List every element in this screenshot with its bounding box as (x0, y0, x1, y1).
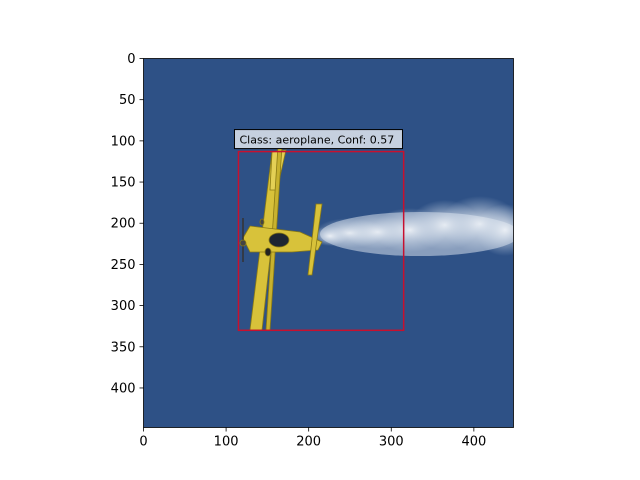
y-tick-label: 100 (111, 134, 136, 149)
x-axis: 0 100 200 300 400 (139, 427, 486, 450)
y-tick-label: 250 (111, 258, 136, 273)
y-tick-label: 300 (111, 299, 136, 314)
y-tick-label: 350 (111, 340, 136, 355)
y-tick-label: 150 (111, 176, 136, 191)
detection-label-text: Class: aeroplane, Conf: 0.57 (239, 134, 394, 147)
x-tick-label: 300 (379, 435, 404, 450)
photo-image (143, 58, 514, 428)
x-tick-label: 200 (296, 435, 321, 450)
detection-box (237, 150, 405, 332)
detection-label-background (233, 129, 403, 150)
x-tick-label: 400 (461, 435, 486, 450)
y-tick-label: 400 (111, 381, 136, 396)
x-tick-label: 100 (214, 435, 239, 450)
axes-frame (143, 58, 514, 428)
y-tick-label: 0 (127, 52, 135, 67)
smoke-trail (312, 196, 514, 256)
y-tick-label: 200 (111, 217, 136, 232)
detection-label: Class: aeroplane, Conf: 0.57 (233, 129, 403, 150)
y-axis: 0 50 100 150 200 250 300 350 400 (111, 52, 144, 396)
y-tick-label: 50 (119, 93, 136, 108)
x-tick-label: 0 (139, 435, 147, 450)
